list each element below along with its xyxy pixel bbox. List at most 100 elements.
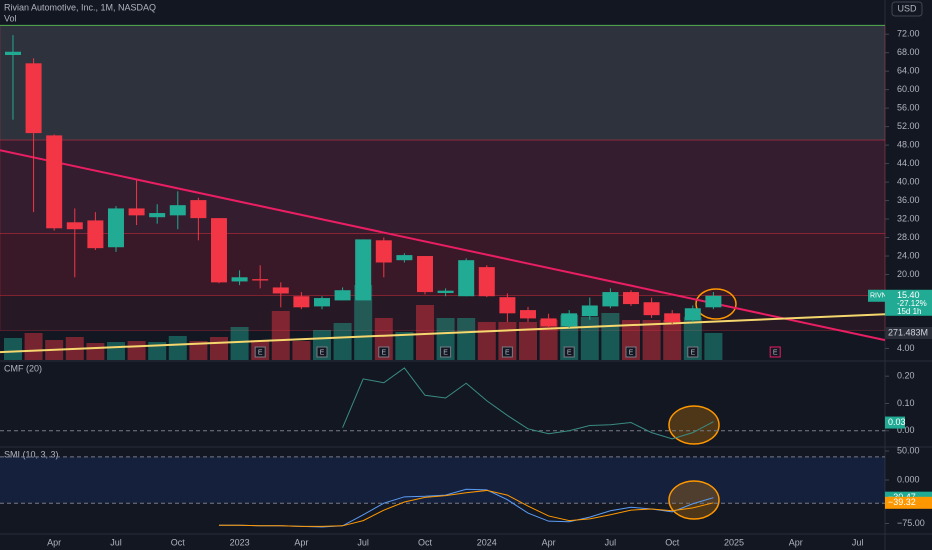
y-tick-label: 20.00 xyxy=(897,269,920,279)
x-tick-label: 2024 xyxy=(477,537,497,547)
event-marker xyxy=(769,346,781,358)
series-line xyxy=(218,489,714,527)
series-line xyxy=(342,367,714,440)
volume-bar xyxy=(518,322,537,360)
volume-bar xyxy=(580,317,599,360)
candle-body xyxy=(581,305,598,317)
candle-body xyxy=(128,208,145,216)
candle-body xyxy=(210,218,227,283)
y-tick-label: 0.10 xyxy=(897,398,915,408)
zone xyxy=(0,25,886,141)
currency[interactable]: USD xyxy=(897,3,917,13)
zone xyxy=(0,233,886,296)
candle-body xyxy=(416,256,433,293)
pane-title: CMF (20) xyxy=(4,363,42,373)
event-marker xyxy=(254,346,266,358)
symbol-tag xyxy=(868,289,885,302)
symbol-label: RIVN xyxy=(870,293,887,300)
y-tick-label: 50.00 xyxy=(897,445,920,455)
price-tag-label: 0.03 xyxy=(888,417,906,427)
candle-body xyxy=(478,267,495,297)
y-tick-label: 60.00 xyxy=(897,84,920,94)
volume-bar xyxy=(477,322,496,360)
volume-bar xyxy=(354,285,373,360)
y-tick-label: −75.00 xyxy=(897,518,925,528)
volume-bar xyxy=(168,336,187,360)
chart-title: Rivian Automotive, Inc., 1M, NASDAQ xyxy=(4,2,156,12)
candle-body xyxy=(355,239,372,301)
zone xyxy=(0,139,886,234)
event-marker xyxy=(440,346,452,358)
y-tick-label: 36.00 xyxy=(897,195,920,205)
candle-body xyxy=(622,292,639,305)
volume-bar xyxy=(457,318,476,360)
candle-body xyxy=(705,295,722,308)
trend-line xyxy=(0,313,886,354)
x-tick-label: Jul xyxy=(852,537,864,547)
candle-body xyxy=(499,297,516,314)
candle-body xyxy=(190,200,207,219)
volume-bar xyxy=(704,333,723,360)
x-tick-label: Jul xyxy=(605,537,617,547)
x-tick-label: Apr xyxy=(542,537,556,547)
event-label: E xyxy=(320,349,325,356)
event-marker xyxy=(316,346,328,358)
volume-bar xyxy=(209,337,228,360)
candle-body xyxy=(519,310,536,319)
candle-body xyxy=(107,208,124,248)
event-marker xyxy=(563,346,575,358)
candle-body xyxy=(313,298,330,307)
y-tick-label: 68.00 xyxy=(897,47,920,57)
countdown-label: 15d 1h xyxy=(897,307,921,316)
event-label: E xyxy=(567,349,572,356)
candle-body xyxy=(540,318,557,327)
candle-body xyxy=(396,255,413,261)
event-label: E xyxy=(690,349,695,356)
y-tick-label: 0.000 xyxy=(897,474,920,484)
price-tag xyxy=(885,327,932,339)
pane-title: SMI (10, 3, 3) xyxy=(4,449,59,459)
y-tick-label: 64.00 xyxy=(897,66,920,76)
candle-body xyxy=(149,213,166,218)
volume-bar xyxy=(395,332,414,360)
candle-body xyxy=(231,277,248,282)
event-label: E xyxy=(381,349,386,356)
y-tick-label: 44.00 xyxy=(897,158,920,168)
volume-bar xyxy=(127,341,146,360)
x-tick-label: Apr xyxy=(47,537,61,547)
x-tick-label: Apr xyxy=(789,537,803,547)
event-label: E xyxy=(443,349,448,356)
volume-bar xyxy=(292,341,311,360)
y-tick-label: 4.00 xyxy=(897,343,915,353)
candle-body xyxy=(293,296,310,308)
currency-button[interactable] xyxy=(891,1,923,17)
y-tick-label: 48.00 xyxy=(897,139,920,149)
event-marker xyxy=(687,346,699,358)
event-label: E xyxy=(629,349,634,356)
volume-bar xyxy=(601,313,620,360)
volume-bar xyxy=(106,342,125,360)
x-tick-label: 2023 xyxy=(230,537,250,547)
x-tick-label: 2025 xyxy=(724,537,744,547)
candle-body xyxy=(66,222,83,230)
volume-bar xyxy=(642,320,661,360)
candle-body xyxy=(375,240,392,263)
event-label: E xyxy=(258,349,263,356)
price-tag xyxy=(885,289,932,316)
volume-bar xyxy=(333,323,352,360)
price-tag-label: 15.40 xyxy=(897,290,920,300)
event-marker xyxy=(501,346,513,358)
candle-body xyxy=(602,292,619,307)
y-tick-label: 40.00 xyxy=(897,176,920,186)
candle-body xyxy=(458,260,475,297)
volume-bar xyxy=(271,311,290,360)
candle-body xyxy=(252,279,269,281)
price-tag-label: 271.483M xyxy=(888,327,928,337)
candle-body xyxy=(4,51,21,55)
x-tick-label: Apr xyxy=(294,537,308,547)
candle-body xyxy=(272,287,289,294)
event-label: E xyxy=(505,349,510,356)
trend-line xyxy=(0,149,886,342)
y-tick-label: 52.00 xyxy=(897,121,920,131)
